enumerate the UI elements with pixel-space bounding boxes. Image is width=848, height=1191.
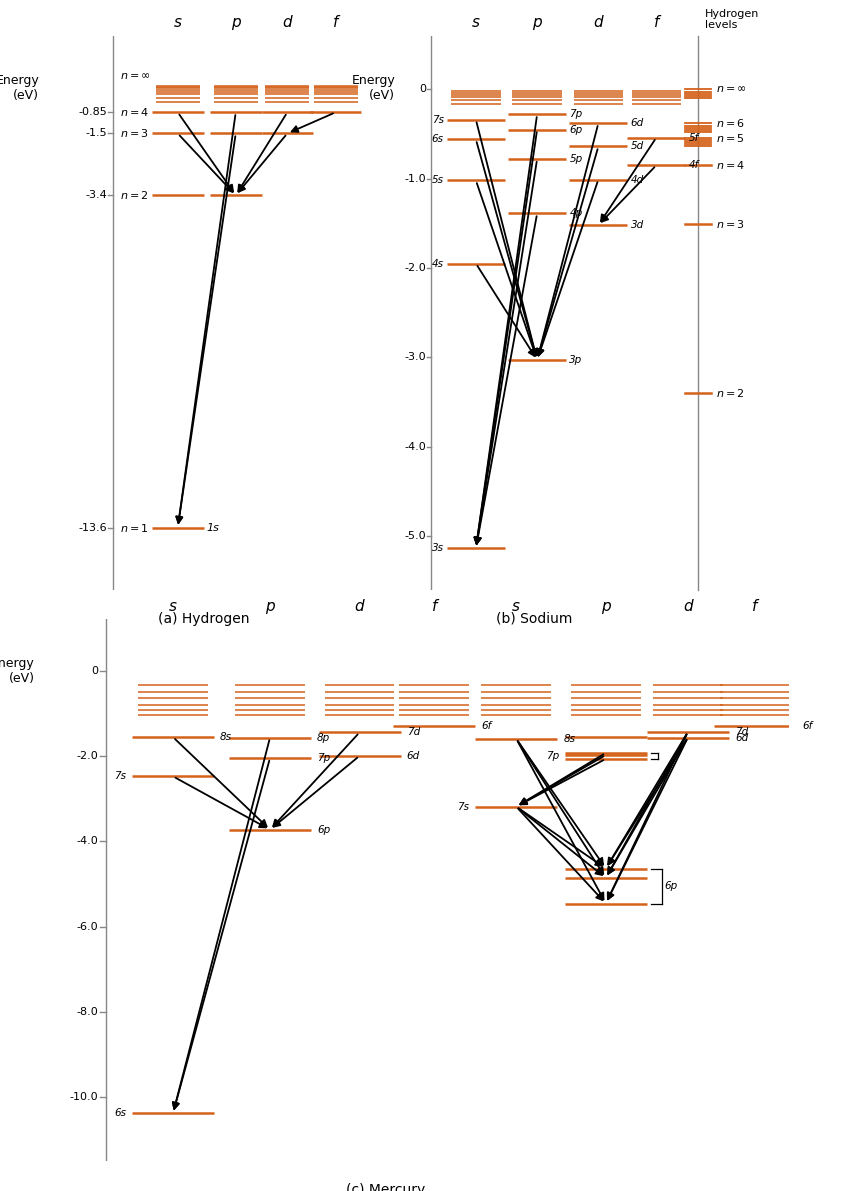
Text: $n = 3$: $n = 3$ [120,127,148,139]
Text: 6d: 6d [735,732,748,742]
Text: 8s: 8s [563,734,575,744]
Text: 6d: 6d [406,750,420,761]
Text: 7p: 7p [317,753,330,763]
Text: 6p: 6p [569,125,583,135]
Text: -5.0: -5.0 [404,531,426,541]
Text: p: p [533,15,542,30]
Text: 4p: 4p [569,208,583,218]
Text: f: f [654,15,659,30]
Text: $n = \infty$: $n = \infty$ [120,71,150,81]
Text: $n = 4$: $n = 4$ [120,106,149,118]
Text: 6p: 6p [664,881,678,891]
Text: d: d [594,15,603,30]
Text: 7d: 7d [406,728,420,737]
Text: d: d [354,599,365,613]
Text: d: d [282,15,292,30]
Text: 6s: 6s [114,1109,126,1118]
Text: $n = 6$: $n = 6$ [716,117,745,130]
Text: 7s: 7s [114,772,126,781]
Text: 8p: 8p [317,732,330,742]
Text: 3s: 3s [432,543,444,554]
Text: $n = ∞$: $n = ∞$ [716,85,747,94]
Text: 6p: 6p [317,824,330,835]
Text: -2.0: -2.0 [404,263,426,273]
Text: $n = 4$: $n = 4$ [716,160,745,172]
Text: 0: 0 [92,666,98,675]
Text: s: s [169,599,177,613]
Text: 8s: 8s [220,732,232,742]
Text: $n = 2$: $n = 2$ [120,189,148,201]
Text: $n = 3$: $n = 3$ [716,218,745,230]
Text: 3d: 3d [631,220,644,230]
Text: 7d: 7d [735,727,748,737]
Text: (b) Sodium: (b) Sodium [496,612,572,625]
Text: (c) Mercury: (c) Mercury [346,1183,426,1191]
Text: 6f: 6f [481,721,492,731]
Text: d: d [683,599,693,613]
Text: 4s: 4s [432,258,444,268]
Text: f: f [333,15,338,30]
Text: -8.0: -8.0 [76,1006,98,1017]
Text: 6s: 6s [432,135,444,144]
Text: 7p: 7p [569,110,583,119]
Text: 4f: 4f [689,161,699,170]
Text: -3.4: -3.4 [85,191,107,200]
Text: $n = 2$: $n = 2$ [716,387,745,399]
Text: Energy
(eV): Energy (eV) [0,657,35,685]
Text: Energy
(eV): Energy (eV) [0,75,39,102]
Text: s: s [174,15,181,30]
Text: p: p [601,599,611,613]
Text: 5p: 5p [569,154,583,164]
Text: -3.0: -3.0 [404,353,426,362]
Text: 7s: 7s [432,114,444,125]
Text: p: p [265,599,275,613]
Text: 7p: 7p [545,750,559,761]
Text: -2.0: -2.0 [76,750,98,761]
Text: p: p [231,15,241,30]
Text: -4.0: -4.0 [404,442,426,451]
Text: 7s: 7s [457,802,469,811]
Text: 6f: 6f [802,722,812,731]
Text: 4d: 4d [631,175,644,185]
Text: f: f [752,599,758,613]
Text: -13.6: -13.6 [78,523,107,532]
Text: 0: 0 [419,85,426,94]
Text: (a) Hydrogen: (a) Hydrogen [158,612,249,625]
Text: Energy
(eV): Energy (eV) [352,75,395,102]
Text: $n = 5$: $n = 5$ [716,131,745,144]
Text: 6d: 6d [631,118,644,129]
Text: 5d: 5d [631,142,644,151]
Text: s: s [512,599,521,613]
Text: 1s: 1s [207,523,220,532]
Text: Hydrogen
levels: Hydrogen levels [705,8,759,30]
Text: -6.0: -6.0 [76,922,98,931]
Text: 3p: 3p [569,355,583,364]
Text: -1.0: -1.0 [404,174,426,183]
Text: 5s: 5s [432,175,444,186]
Text: f: f [432,599,437,613]
Text: -4.0: -4.0 [76,836,98,846]
Text: s: s [471,15,480,30]
Text: -0.85: -0.85 [78,107,107,117]
Text: $n = 1$: $n = 1$ [120,522,148,534]
Text: -10.0: -10.0 [70,1092,98,1102]
Text: 5f: 5f [689,132,699,143]
Text: -1.5: -1.5 [85,129,107,138]
